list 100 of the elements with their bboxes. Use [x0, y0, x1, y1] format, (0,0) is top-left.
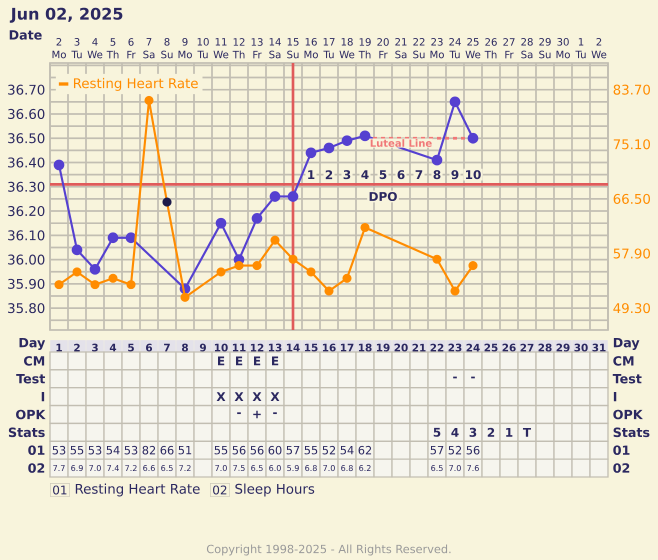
- data-label: 7.0: [323, 465, 335, 472]
- y-tick-label: CM: [24, 356, 44, 366]
- data-label: 55: [70, 446, 84, 454]
- y2-tick-label: Stats: [614, 428, 650, 438]
- data-label: 53: [52, 446, 66, 454]
- x-tick-label: 12 Th: [232, 38, 244, 58]
- chart-title: Jun 02, 2025: [10, 8, 122, 23]
- text: X: [234, 392, 244, 402]
- data-label: 54: [106, 446, 120, 454]
- text: -: [273, 412, 277, 414]
- x-tick-label: 11: [232, 344, 246, 352]
- data-label: 66: [160, 446, 174, 454]
- data-label: 7.0: [215, 465, 227, 472]
- x-tick-label: 7 Sa: [143, 38, 154, 58]
- x-tick-label: 11 We: [214, 38, 228, 58]
- x-tick-label: 20: [394, 344, 408, 352]
- x-tick-label: 10: [214, 344, 228, 352]
- x-tick-label: 2: [74, 344, 80, 352]
- annotation: 3: [344, 170, 350, 180]
- text: -: [471, 376, 475, 378]
- data-label: 6.9: [71, 465, 83, 472]
- data-label: 57: [430, 446, 444, 454]
- text: +: [253, 410, 261, 418]
- data-label: 6.8: [305, 465, 317, 472]
- y2-tick-label: Test: [612, 374, 642, 384]
- x-tick-label: 13: [268, 344, 282, 352]
- x-tick-label: 28: [538, 344, 552, 352]
- y-tick-label: 36.30: [8, 182, 44, 192]
- text: -: [237, 412, 241, 414]
- x-tick-label: 19: [376, 344, 390, 352]
- data-label: 6.8: [341, 465, 353, 472]
- data-label: 57: [286, 446, 300, 454]
- x-tick-label: 7: [164, 344, 170, 352]
- text: Sleep Hours: [235, 484, 314, 496]
- data-label: 6.5: [251, 465, 263, 472]
- y2-tick-label: CM: [613, 356, 634, 366]
- x-tick-label: 5 Th: [106, 38, 118, 58]
- text: E: [236, 356, 242, 366]
- legend-label: Resting Heart Rate: [74, 78, 198, 91]
- data-label: 52: [448, 446, 462, 454]
- data-label: 53: [88, 446, 102, 454]
- x-tick-label: 16 Mo: [304, 38, 318, 58]
- x-tick-label: 29 Su: [539, 38, 551, 58]
- data-label: 62: [358, 446, 372, 454]
- y-tick-label: OPK: [16, 410, 46, 420]
- x-tick-label: 21 Sa: [395, 38, 407, 58]
- y2-tick-label: 01: [613, 445, 630, 455]
- data-label: 7.0: [89, 465, 101, 472]
- x-tick-label: 24: [466, 344, 480, 352]
- x-tick-label: 27 Fr: [503, 38, 515, 58]
- data-label: 7.5: [233, 465, 245, 472]
- x-tick-label: 6 Fr: [127, 38, 136, 58]
- text: Copyright 1998-2025 - All Rights Reserved.: [206, 544, 450, 556]
- text: E: [254, 356, 260, 366]
- x-tick-label: 22 Su: [413, 38, 425, 58]
- y2-tick-label: 75.10: [614, 139, 650, 150]
- data-label: 1: [506, 428, 512, 437]
- data-label: 55: [304, 446, 318, 454]
- x-tick-label: 14: [286, 344, 300, 352]
- x-tick-label: 10 Tu: [197, 38, 209, 58]
- text: Day: [614, 338, 640, 350]
- x-tick-label: 2 Mo: [52, 38, 66, 58]
- y2-tick-label: 83.70: [614, 84, 650, 95]
- text: -: [453, 376, 457, 378]
- annotation: 8: [434, 170, 440, 180]
- y-tick-label: 36.10: [8, 230, 44, 240]
- annotation: 10: [466, 170, 481, 180]
- x-tick-label: 26: [502, 344, 516, 352]
- annotation: 1: [308, 170, 314, 180]
- x-tick-label: 31: [592, 344, 606, 352]
- x-tick-label: 13 Fr: [252, 38, 263, 58]
- x-tick-label: 27: [520, 344, 534, 352]
- x-tick-label: 6: [146, 344, 152, 352]
- data-label: 6.0: [269, 465, 281, 472]
- data-label: 7.2: [179, 465, 191, 472]
- data-label: 82: [142, 446, 156, 454]
- x-tick-label: 3 Tu: [71, 38, 82, 58]
- y-tick-label: 35.90: [8, 278, 44, 289]
- y-tick-label: I: [42, 392, 44, 402]
- y-tick-label: 36.50: [8, 133, 44, 144]
- x-axis-title: Day: [20, 338, 46, 350]
- x-axis-title: Date: [10, 30, 42, 40]
- y2-tick-label: 02: [613, 463, 630, 473]
- text: E: [272, 356, 278, 366]
- x-tick-label: 30: [574, 344, 588, 352]
- x-tick-label: 5: [128, 344, 134, 352]
- x-tick-label: 28 Sa: [521, 38, 533, 58]
- x-tick-label: 30 Mo: [556, 38, 570, 58]
- annotation: DPO: [370, 192, 397, 202]
- data-label: 6.5: [161, 465, 173, 472]
- x-tick-label: 1: [56, 344, 62, 352]
- y2-tick-label: OPK: [613, 410, 643, 420]
- data-label: 51: [178, 446, 192, 454]
- y-tick-label: 36.60: [8, 108, 44, 120]
- data-label: 6.6: [143, 465, 155, 472]
- x-tick-label: 25: [484, 344, 498, 352]
- data-label: 7.7: [53, 465, 65, 471]
- x-tick-label: 15: [304, 344, 318, 352]
- x-tick-label: 2 We: [592, 38, 606, 58]
- data-label: 55: [214, 446, 228, 454]
